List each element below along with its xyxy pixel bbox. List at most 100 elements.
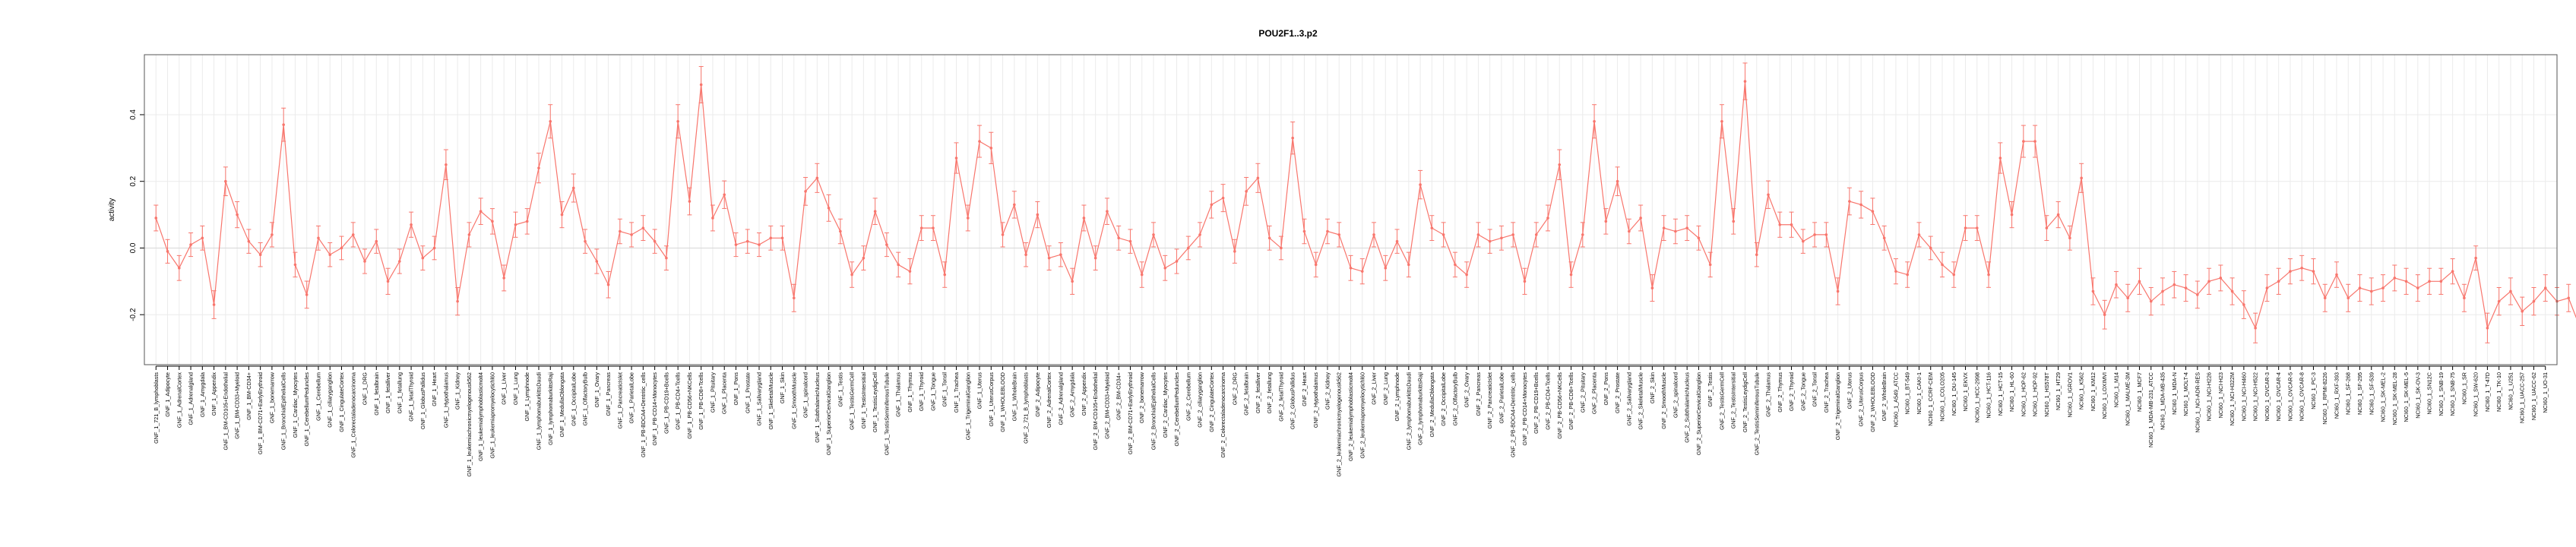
- data-point: [1488, 239, 1492, 243]
- x-tick-label: GNF_2_TestisIntersitial: [1730, 372, 1737, 429]
- x-tick-label: NCI60_1_MDA-N: [2171, 372, 2178, 415]
- x-tick-label: GNF_1_Prostate: [744, 372, 751, 413]
- data-point: [166, 250, 169, 253]
- x-tick-label: GNF_2_BM-CD33+Myeloid: [1103, 372, 1110, 439]
- x-tick-label: GNF_1_Cerebellum: [315, 372, 321, 421]
- data-point: [1848, 200, 1851, 203]
- x-tick-label: GNF_2_Pons: [1603, 372, 1609, 406]
- x-tick-label: GNF_1_Ovary: [593, 372, 600, 408]
- data-point: [839, 229, 842, 233]
- data-point: [1221, 196, 1225, 200]
- x-tick-label: NCI60_1_NCI-H23: [2217, 372, 2224, 418]
- x-tick-label: GNF_2_PB-CD8+Tcells: [1568, 372, 1574, 430]
- data-point: [1291, 136, 1294, 140]
- x-tick-label: GNF_1_bonemarrow: [268, 372, 275, 423]
- x-tick-label: NCI60_1_SK-MEL-2: [2380, 372, 2387, 422]
- data-point: [897, 263, 900, 267]
- x-tick-label: GNF_2_WHOLEBLOOD: [1869, 372, 1876, 432]
- data-point: [1454, 263, 1457, 267]
- x-tick-label: GNF_1_TestisSeminiferousTubule: [883, 372, 890, 455]
- data-point: [177, 266, 181, 270]
- data-point: [1419, 183, 1422, 186]
- x-tick-label: GNF_2_MedullaOblongata: [1429, 372, 1435, 438]
- data-point: [2347, 296, 2350, 300]
- x-tick-label: GNF_2_PB-CD14+Monocytes: [1521, 372, 1528, 446]
- x-tick-label: NCI60_1_OVCAR-4: [2275, 372, 2282, 421]
- x-tick-label: NCI60_1_CAKI-1: [1916, 372, 1923, 415]
- x-tick-label: GNF_2_DRG: [1231, 372, 1238, 406]
- data-point: [1616, 179, 1619, 183]
- data-point: [2381, 286, 2385, 289]
- x-tick-label: GNF_1_MedullaOblongata: [559, 372, 565, 438]
- x-tick-label: GNF_2_OccipitalLobe: [1440, 372, 1447, 426]
- data-point: [827, 207, 831, 210]
- data-point: [688, 200, 691, 203]
- data-point: [560, 213, 564, 217]
- x-tick-label: GNF_1_PancreaticIslet: [616, 372, 623, 428]
- data-point: [2103, 313, 2106, 316]
- data-point: [2126, 296, 2130, 300]
- data-point: [2045, 226, 2049, 229]
- x-tick-label: GNF_1_Lung: [512, 372, 519, 405]
- chart-title: POU2F1..3.p2: [1258, 28, 1318, 39]
- x-tick-label: GNF_1_lymphomaburkittsRaji: [547, 372, 554, 445]
- x-tick-label: NCI60_1_CCRF-CEM: [1927, 372, 1934, 426]
- data-point: [595, 260, 599, 263]
- data-point: [421, 256, 425, 260]
- data-point: [619, 229, 622, 233]
- x-tick-label: GNF_2_Thalamus: [1765, 372, 1772, 417]
- data-point: [502, 277, 505, 280]
- x-tick-label: NCI60_1_OVCAR-8: [2299, 372, 2305, 421]
- data-point: [1732, 220, 1736, 223]
- x-tick-label: GNF_2_TestisGermCell: [1718, 372, 1725, 430]
- x-tick-label: GNF_2_Thyroid: [1788, 372, 1795, 411]
- x-tick-label: NCI60_1_IGROV1: [2066, 372, 2073, 418]
- data-point: [723, 193, 726, 197]
- data-point: [1720, 119, 1723, 123]
- x-tick-label: NCI60_1_OVCAR-3: [2264, 372, 2271, 421]
- data-point: [1917, 233, 1921, 236]
- data-point: [943, 273, 947, 277]
- data-point: [2289, 270, 2292, 273]
- data-point: [1430, 226, 1434, 229]
- data-point: [885, 243, 888, 246]
- x-tick-label: GNF_1_CingulateCortex: [338, 372, 345, 432]
- data-point: [1650, 286, 1654, 289]
- data-point: [2451, 270, 2454, 273]
- data-point: [2149, 299, 2153, 303]
- data-point: [1743, 80, 1747, 83]
- x-tick-label: GNF_2_721_B_lymphoblasts: [1023, 372, 1030, 444]
- data-point: [954, 157, 958, 160]
- x-tick-label: GNF_2_Cardiac_Myocytes: [1162, 372, 1169, 438]
- data-point: [467, 233, 471, 236]
- x-tick-label: NCI60_1_RXF-393: [2333, 372, 2340, 419]
- data-point: [1175, 260, 1179, 263]
- data-point: [2486, 326, 2489, 330]
- x-tick-label: NCI60_1_NCI-H226: [2206, 372, 2213, 421]
- x-tick-label: GNF_2_fetalbrain: [1243, 372, 1250, 416]
- x-tick-label: NCI60_1_HCC-2998: [1973, 372, 1980, 422]
- x-tick-label: GNF_1_Pons: [733, 372, 739, 406]
- data-point: [2033, 140, 2036, 143]
- data-point: [653, 239, 657, 243]
- data-point: [989, 147, 993, 150]
- data-point: [1106, 210, 1109, 213]
- x-tick-label: GNF_1_BM-CD34+: [245, 372, 252, 420]
- data-point: [862, 256, 866, 260]
- x-tick-label: GNF_2_Adipocyte: [1034, 372, 1041, 417]
- x-tick-label: GNF_1_ParietalLobe: [628, 372, 635, 424]
- x-tick-label: GNF_1_PB-CD8+Tcells: [698, 372, 704, 430]
- data-point: [1036, 213, 1040, 217]
- x-tick-label: NCI60_1_NCI-H460: [2240, 372, 2247, 421]
- data-point: [1558, 163, 1562, 166]
- y-tick-label: 0.2: [129, 175, 138, 186]
- x-tick-label: GNF_1_Placenta: [721, 372, 728, 414]
- data-point: [2115, 283, 2118, 286]
- x-tick-label: GNF_2_Testis: [1707, 372, 1714, 407]
- data-point: [340, 246, 343, 250]
- data-point: [1071, 280, 1074, 283]
- plot-frame: [144, 54, 2558, 365]
- x-tick-label: GNF_2_AdrenalCortex: [1046, 372, 1052, 428]
- x-tick-label: GNF_2_PB-CD4+Tcells: [1544, 372, 1551, 430]
- data-point: [2463, 296, 2466, 300]
